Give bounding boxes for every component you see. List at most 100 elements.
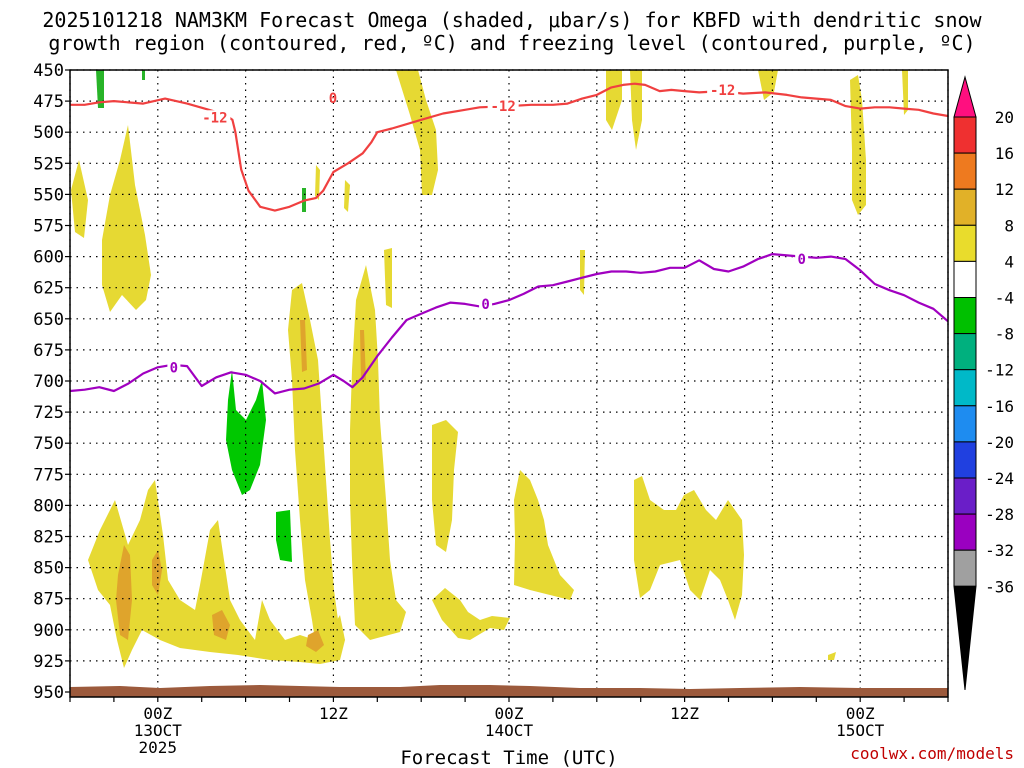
colorbar-label-10: -24	[985, 469, 1014, 488]
omega-area-14	[634, 476, 744, 620]
y-tick-label-475: 475	[33, 92, 64, 112]
y-tick-label-650: 650	[33, 310, 64, 330]
colorbar-swatch-11	[953, 477, 977, 515]
omega-area-9	[432, 588, 510, 640]
y-tick-label-500: 500	[33, 123, 64, 143]
omega-area-31	[142, 70, 145, 80]
y-tick-label-750: 750	[33, 434, 64, 454]
x-tick-label-0-1: 00Z	[143, 704, 172, 723]
omega-area-18	[828, 652, 836, 660]
omega-area-25	[300, 320, 307, 372]
omega-area-6	[384, 248, 392, 308]
omega-area-23	[152, 550, 162, 595]
omega-area-20	[344, 180, 350, 212]
y-tick-label-700: 700	[33, 372, 64, 392]
omega-area-16	[850, 75, 866, 215]
colorbar-label-12: -32	[985, 541, 1014, 560]
stray-zero-label: 0	[329, 91, 337, 107]
omega-area-2	[102, 125, 151, 312]
omega-area-17	[902, 70, 908, 115]
colorbar-label-9: -20	[985, 433, 1014, 452]
y-tick-label-925: 925	[33, 652, 64, 672]
y-tick-label-950: 950	[33, 683, 64, 703]
omega-area-1	[96, 70, 104, 108]
colorbar: 20 16 12 8 4 -4 -8 -12 -16 -20 -24 -28 -32 -36	[953, 75, 1014, 691]
minus12-contour-label-1: -12	[490, 99, 515, 115]
chart-title-line-1: 2025101218 NAM3KM Forecast Omega (shaded…	[42, 8, 982, 32]
y-tick-label-725: 725	[33, 403, 64, 423]
omega-area-26	[306, 630, 324, 652]
colorbar-label-8: -16	[985, 397, 1014, 416]
colorbar-label-2: 12	[995, 180, 1014, 199]
y-tick-label-775: 775	[33, 465, 64, 485]
colorbar-swatch-9	[953, 405, 977, 443]
minus12-contour-label-2: -12	[710, 83, 735, 99]
omega-area-11	[580, 250, 585, 295]
colorbar-swatch-7	[953, 333, 977, 371]
y-tick-label-675: 675	[33, 341, 64, 361]
colorbar-swatch-3	[953, 188, 977, 226]
x-tick-label-2-1: 00Z	[495, 704, 524, 723]
colorbar-label-3: 8	[1004, 216, 1014, 235]
y-tick-label-625: 625	[33, 279, 64, 299]
omega-area-29	[276, 510, 292, 562]
y-tick-label-450: 450	[33, 61, 64, 81]
freezing-contour-label-1: 0	[481, 297, 489, 313]
colorbar-swatch-10	[953, 441, 977, 479]
freezing-contour-label-0: 0	[170, 360, 178, 376]
y-tick-label-550: 550	[33, 185, 64, 205]
omega-area-8	[432, 420, 458, 552]
colorbar-label-1: 16	[995, 144, 1014, 163]
colorbar-swatch-4	[953, 224, 977, 262]
omega-area-10	[514, 470, 574, 600]
colorbar-swatch-8	[953, 369, 977, 407]
colorbar-swatch-2	[953, 152, 977, 190]
y-tick-label-600: 600	[33, 248, 64, 268]
y-tick-label-575: 575	[33, 217, 64, 237]
x-tick-label-1-1: 12Z	[319, 704, 348, 723]
omega-area-4	[288, 283, 345, 660]
colorbar-swatch-bottom	[953, 585, 977, 691]
y-tick-label-525: 525	[33, 154, 64, 174]
freezing-contour-label-2: 0	[797, 252, 805, 268]
colorbar-swatch-top	[953, 75, 977, 118]
colorbar-swatch-5	[953, 260, 977, 298]
colorbar-label-5: -4	[995, 289, 1014, 308]
x-tick-label-3-1: 12Z	[670, 704, 699, 723]
colorbar-label-13: -36	[985, 577, 1014, 596]
omega-area-3	[88, 480, 345, 668]
y-tick-label-900: 900	[33, 621, 64, 641]
x-tick-label-0-3: 2025	[139, 738, 178, 757]
colorbar-swatch-6	[953, 297, 977, 335]
colorbar-label-0: 20	[995, 108, 1014, 127]
omega-area-21	[315, 165, 320, 200]
ground-surface	[70, 685, 948, 697]
omega-area-0	[71, 160, 88, 238]
omega-shading	[71, 70, 908, 668]
omega-area-24	[212, 610, 230, 640]
omega-area-22	[116, 545, 132, 640]
colorbar-swatch-1	[953, 116, 977, 154]
colorbar-swatch-12	[953, 513, 977, 551]
y-tick-label-850: 850	[33, 559, 64, 579]
x-tick-label-2-2: 14OCT	[485, 721, 534, 740]
source-credit: coolwx.com/models	[850, 744, 1014, 763]
minus12-contour-label-0: -12	[202, 110, 227, 126]
chart-title-line-2: growth region (contoured, red, ºC) and f…	[48, 31, 976, 55]
x-tick-label-4-1: 00Z	[846, 704, 875, 723]
colorbar-label-11: -28	[985, 505, 1014, 524]
x-axis-title: Forecast Time (UTC)	[400, 747, 617, 768]
colorbar-label-7: -12	[985, 361, 1014, 380]
y-tick-label-875: 875	[33, 590, 64, 610]
omega-area-28	[226, 370, 266, 495]
omega-area-27	[360, 330, 366, 380]
y-tick-label-800: 800	[33, 496, 64, 516]
omega-area-13	[630, 70, 642, 150]
colorbar-label-4: 4	[1004, 252, 1014, 271]
x-tick-label-0-2: 13OCT	[134, 721, 183, 740]
colorbar-label-6: -8	[995, 325, 1014, 344]
y-tick-label-825: 825	[33, 528, 64, 548]
colorbar-swatch-13	[953, 549, 977, 587]
x-tick-label-4-2: 15OCT	[836, 721, 885, 740]
